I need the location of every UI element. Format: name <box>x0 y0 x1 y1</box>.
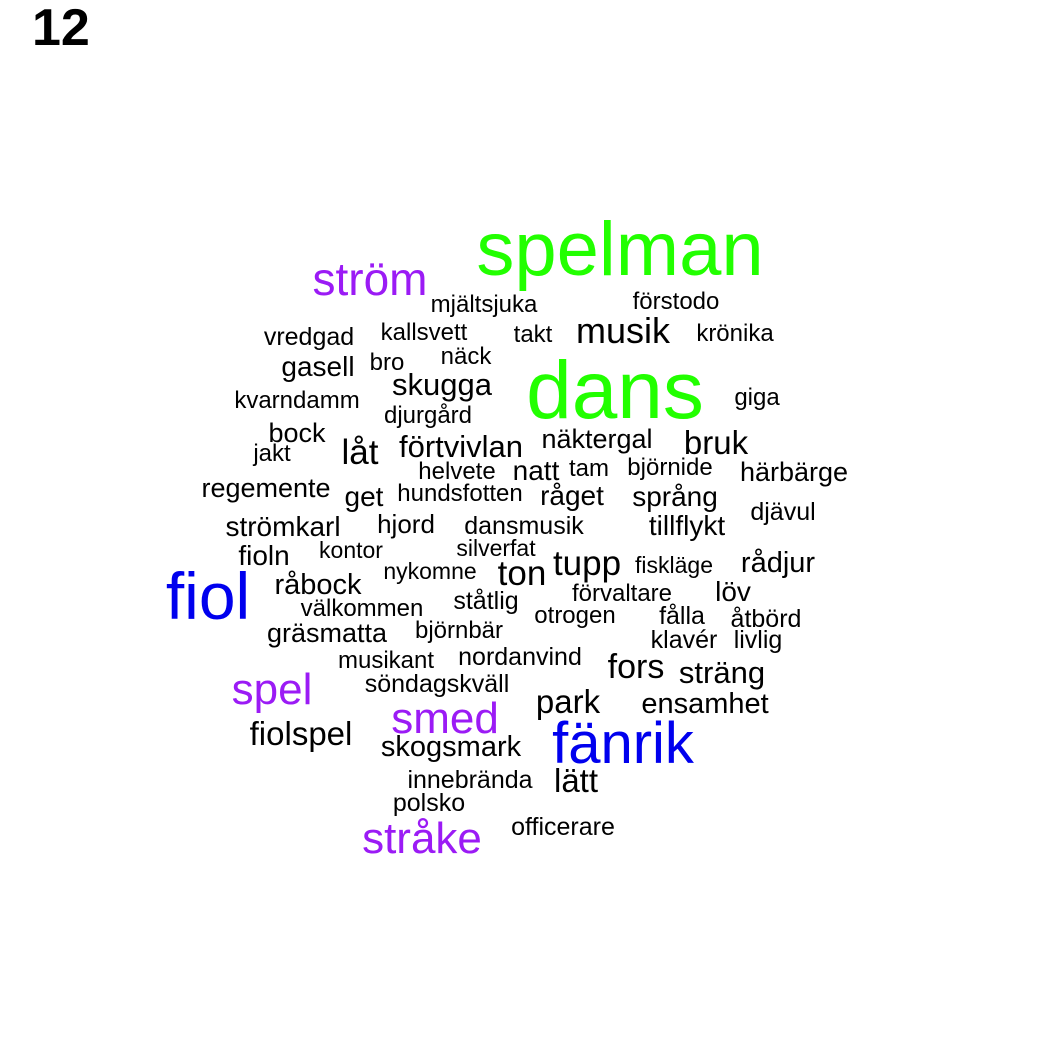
cloud-word-strom: ström <box>312 253 428 305</box>
cloud-word-fioln: fioln <box>238 540 290 571</box>
cloud-word-forvaltare: förvaltare <box>571 580 673 607</box>
cloud-word-bjornide: björnide <box>627 454 713 481</box>
cloud-word-sondagskvall: söndagskväll <box>364 670 510 698</box>
cloud-word-statlig: ståtlig <box>453 587 519 615</box>
cloud-word-spel: spel <box>231 665 313 714</box>
cloud-word-klaver: klavér <box>650 626 718 654</box>
cloud-word-djavul: djävul <box>750 498 816 526</box>
cloud-word-nordanvind: nordanvind <box>458 643 582 671</box>
cloud-word-sprang: språng <box>632 481 718 512</box>
cloud-word-hjord: hjord <box>377 509 435 539</box>
cloud-word-hundsfotten: hundsfotten <box>397 480 523 507</box>
cloud-word-ensamhet: ensamhet <box>641 688 769 720</box>
cloud-word-park: park <box>535 683 601 720</box>
cloud-word-lat: låt <box>341 433 379 472</box>
cloud-word-vredgad: vredgad <box>263 323 355 351</box>
cloud-word-kontor: kontor <box>319 537 383 563</box>
cloud-word-fortvivlan: förtvivlan <box>398 429 524 464</box>
cloud-word-helvete: helvete <box>418 458 496 485</box>
cloud-word-bruk: bruk <box>683 424 749 461</box>
cloud-word-giga: giga <box>734 384 780 411</box>
cloud-word-stromkarl: strömkarl <box>225 511 341 542</box>
cloud-word-officerare: officerare <box>511 813 615 841</box>
cloud-word-innebranda: innebrända <box>407 766 533 794</box>
cloud-word-skogsmark: skogsmark <box>380 731 522 763</box>
cloud-word-mjaltsjuka: mjältsjuka <box>430 291 538 318</box>
cloud-word-fiolspel: fiolspel <box>249 715 353 752</box>
cloud-word-tam: tam <box>568 455 610 482</box>
cloud-word-strake: stråke <box>362 814 482 863</box>
cloud-word-musik: musik <box>575 310 671 351</box>
cloud-word-livlig: livlig <box>733 626 783 654</box>
cloud-word-tupp: tupp <box>552 544 622 583</box>
cloud-word-spelman: spelman <box>476 207 764 292</box>
cloud-word-fanrik: fänrik <box>552 711 694 776</box>
cloud-word-bro: bro <box>369 349 405 376</box>
page-number: 12 <box>32 0 90 57</box>
cloud-word-musikant: musikant <box>337 647 435 674</box>
cloud-word-strang: sträng <box>678 655 766 690</box>
cloud-word-fisklage: fiskläge <box>635 552 713 578</box>
cloud-word-silverfat: silverfat <box>456 535 536 561</box>
cloud-word-bock: bock <box>268 418 326 448</box>
cloud-word-skugga: skugga <box>392 367 492 402</box>
cloud-word-kronika: krönika <box>696 320 774 347</box>
cloud-word-lov: löv <box>715 576 751 607</box>
cloud-word-ton: ton <box>497 554 547 593</box>
cloud-word-natt: natt <box>512 455 560 486</box>
cloud-word-kvarndamm: kvarndamm <box>234 387 360 414</box>
cloud-word-nykomne: nykomne <box>383 558 477 584</box>
cloud-word-jakt: jakt <box>253 440 291 467</box>
cloud-word-fiol: fiol <box>165 559 251 633</box>
cloud-word-gasell: gasell <box>281 351 355 382</box>
cloud-word-otrogen: otrogen <box>534 602 616 629</box>
cloud-word-dans: dans <box>526 345 704 436</box>
cloud-word-radjur: rådjur <box>740 547 816 579</box>
cloud-word-atbord: åtbörd <box>730 605 802 633</box>
cloud-word-rabock: råbock <box>274 569 362 601</box>
cloud-word-fors: fors <box>607 648 665 686</box>
cloud-word-smed: smed <box>391 694 499 743</box>
cloud-word-regemente: regemente <box>201 473 331 503</box>
cloud-word-nack: näck <box>440 343 492 370</box>
cloud-word-kallsvett: kallsvett <box>380 319 468 346</box>
cloud-word-valkommen: välkommen <box>300 595 424 622</box>
cloud-word-bjornbar: björnbär <box>414 617 504 644</box>
cloud-word-takt: takt <box>513 321 553 348</box>
cloud-word-latt: lätt <box>553 762 599 799</box>
cloud-word-forstodo: förstodo <box>632 288 720 315</box>
cloud-word-naktergal: näktergal <box>541 424 653 454</box>
cloud-word-get: get <box>344 481 384 512</box>
cloud-word-harbarge: härbärge <box>739 457 849 487</box>
cloud-word-raget: råget <box>540 480 604 511</box>
cloud-word-djurgard: djurgård <box>383 402 473 429</box>
cloud-word-tillflykt: tillflykt <box>648 510 726 541</box>
cloud-word-falla: fålla <box>659 602 705 630</box>
cloud-word-grasmatta: gräsmatta <box>266 618 388 648</box>
cloud-word-dansmusik: dansmusik <box>464 512 584 540</box>
cloud-word-polsko: polsko <box>392 789 466 817</box>
